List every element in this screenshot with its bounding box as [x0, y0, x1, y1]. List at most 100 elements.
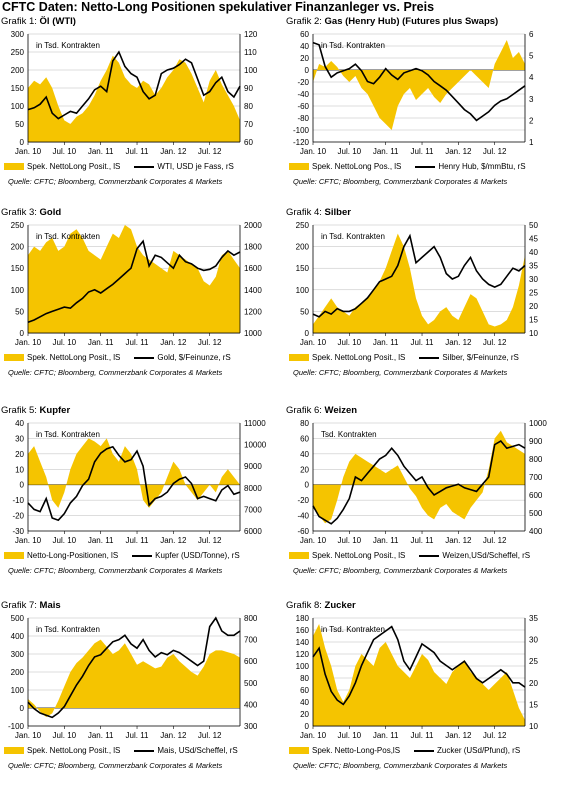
x-axis-tick-label: Jul. 12 — [483, 536, 507, 545]
left-axis-tick-label: -20 — [297, 78, 309, 87]
unit-label: Tsd. Kontrakten — [321, 430, 377, 439]
chart-title-name: Mais — [39, 600, 61, 611]
left-axis-tick-label: 0 — [305, 722, 310, 731]
right-axis-tick-label: 30 — [529, 275, 538, 284]
right-axis-tick-label: 30 — [529, 636, 538, 645]
left-axis-tick-label: 0 — [305, 66, 310, 75]
legend-swatch-position — [289, 163, 309, 171]
left-axis-tick-label: -10 — [12, 496, 24, 505]
left-axis-tick-label: 150 — [11, 84, 25, 93]
x-axis-tick-label: Jul. 11 — [126, 338, 150, 347]
chart-legend: Spek. NettoLong Posit., lS Weizen,USd/Sch… — [289, 551, 530, 560]
chart-legend: Spek. Netto-Long-Pos,lS Zucker (USd/Pfund… — [289, 746, 520, 755]
left-axis-tick-label: 80 — [300, 419, 309, 428]
chart-svg: -100 0 100 200 300 400 500 300 400 500 600 700 800 Ja… — [8, 614, 258, 740]
chart-svg: -120 -100 -80 -60 -40 -20 0 20 40 60 1 2 3 4 5 6 Jan. 10… — [293, 30, 534, 156]
chart-source: Quelle: CFTC; Bloomberg, Commerzbank Cor… — [293, 761, 508, 770]
legend-swatch-price — [134, 749, 155, 752]
right-axis-tick-label: 6 — [529, 30, 534, 39]
right-axis-tick-label: 120 — [244, 30, 258, 39]
chart-source: Quelle: CFTC; Bloomberg, Commerzbank Cor… — [8, 368, 223, 377]
chart-panel-sugar: Grafik 8: Zucker 0 20 40 60 80 100 120 140 160 180… — [285, 600, 565, 788]
chart-title-name: Gas (Henry Hub) (Futures plus Swaps) — [324, 16, 499, 27]
left-axis-tick-label: 30 — [15, 434, 24, 443]
left-axis-tick-label: 150 — [296, 264, 310, 273]
right-axis-tick-label: 5 — [529, 52, 534, 61]
series-area-position — [28, 438, 240, 508]
x-axis-tick-label: Jan. 10 — [15, 731, 42, 740]
left-axis-tick-label: 0 — [305, 481, 310, 490]
right-axis-tick-label: 1800 — [244, 243, 262, 252]
right-axis-tick-label: 600 — [244, 657, 258, 666]
right-axis-tick-label: 25 — [529, 657, 538, 666]
x-axis-tick-label: Jul. 10 — [338, 338, 362, 347]
series-area-position — [28, 225, 240, 333]
x-axis-tick-label: Jul. 10 — [338, 731, 362, 740]
left-axis-tick-label: 300 — [11, 650, 25, 659]
x-axis-tick-label: Jan. 10 — [300, 731, 327, 740]
left-axis-tick-label: 300 — [11, 30, 25, 39]
right-axis-tick-label: 35 — [529, 262, 538, 271]
chart-title: Grafik 6: Weizen — [286, 405, 357, 416]
legend-swatch-price — [134, 165, 155, 168]
left-axis-tick-label: -120 — [293, 138, 310, 147]
chart-legend: Spek. NettoLong Posit., lS Mais, USd/Sche… — [4, 746, 238, 755]
left-axis-tick-label: -100 — [293, 126, 310, 135]
right-axis-tick-label: 35 — [529, 614, 538, 623]
left-axis-tick-label: 40 — [15, 419, 24, 428]
right-axis-tick-label: 4 — [529, 73, 534, 82]
left-axis-tick-label: 40 — [300, 450, 309, 459]
legend-label-position: Spek. Netto-Long-Pos,lS — [312, 746, 401, 755]
x-axis-tick-label: Jul. 11 — [411, 338, 435, 347]
left-axis-tick-label: 40 — [300, 698, 309, 707]
x-axis-tick-label: Jul. 10 — [338, 536, 362, 545]
left-axis-tick-label: 180 — [296, 614, 310, 623]
left-axis-tick-label: 250 — [296, 221, 310, 230]
chart-panel-wheat: Grafik 6: Weizen -60 -40 -20 0 20 40 60 80 400 500… — [285, 405, 565, 593]
left-axis-tick-label: 100 — [296, 662, 310, 671]
chart-title-name: Kupfer — [39, 405, 71, 416]
series-area-position — [28, 639, 240, 717]
chart-legend: Spek. NettoLong Posit., lS WTI, USD je Fa… — [4, 162, 234, 171]
left-axis-tick-label: -20 — [12, 512, 24, 521]
left-axis-tick-label: -40 — [297, 512, 309, 521]
x-axis-tick-label: Jul. 11 — [411, 731, 435, 740]
right-axis-tick-label: 1200 — [244, 307, 262, 316]
legend-swatch-price — [132, 554, 153, 557]
chart-source: Quelle: CFTC; Bloomberg, Commerzbank Cor… — [293, 566, 508, 575]
right-axis-tick-label: 1600 — [244, 264, 262, 273]
left-axis-tick-label: 10 — [15, 465, 24, 474]
right-axis-tick-label: 700 — [244, 636, 258, 645]
x-axis-tick-label: Jul. 12 — [198, 536, 222, 545]
left-axis-tick-label: 0 — [20, 329, 25, 338]
right-axis-tick-label: 10 — [529, 722, 538, 731]
left-axis-tick-label: 100 — [11, 286, 25, 295]
left-axis-tick-label: 200 — [11, 66, 25, 75]
legend-label-price: Henry Hub, $/mmBtu, rS — [438, 162, 526, 171]
legend-swatch-price — [415, 165, 436, 168]
x-axis-tick-label: Jul. 11 — [411, 536, 435, 545]
chart-title: Grafik 4: Silber — [286, 207, 351, 218]
series-line-price — [312, 625, 526, 706]
left-axis-tick-label: 50 — [15, 120, 24, 129]
legend-label-position: Spek. NettoLong Posit., lS — [27, 746, 121, 755]
left-axis-tick-label: 120 — [296, 650, 310, 659]
left-axis-tick-label: 60 — [300, 686, 309, 695]
x-axis-tick-label: Jul. 10 — [53, 147, 77, 156]
x-axis-tick-label: Jan. 12 — [160, 731, 187, 740]
series-line-price — [27, 50, 241, 120]
right-axis-tick-label: 900 — [529, 437, 543, 446]
unit-label: in Tsd. Kontrakten — [36, 41, 100, 50]
left-axis-tick-label: 80 — [300, 674, 309, 683]
x-axis-tick-label: Jul. 12 — [198, 147, 222, 156]
chart-title-name: Weizen — [324, 405, 358, 416]
left-axis-tick-label: 400 — [11, 632, 25, 641]
legend-label-position: Spek. NettoLong Posit., lS — [27, 353, 121, 362]
chart-source: Quelle: CFTC; Bloomberg, Commerzbank Cor… — [293, 368, 508, 377]
right-axis-tick-label: 7000 — [244, 505, 262, 514]
right-axis-tick-label: 8000 — [244, 484, 262, 493]
left-axis-tick-label: 100 — [11, 686, 25, 695]
right-axis-tick-label: 400 — [244, 700, 258, 709]
left-axis-tick-label: 160 — [296, 626, 310, 635]
x-axis-tick-label: Jul. 11 — [126, 147, 150, 156]
